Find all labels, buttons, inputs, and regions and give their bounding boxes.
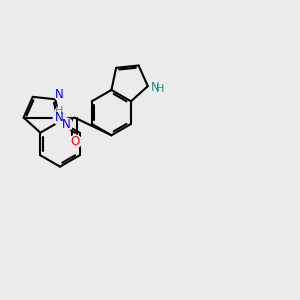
Text: N: N xyxy=(55,88,64,101)
Text: H: H xyxy=(156,84,164,94)
Text: O: O xyxy=(70,135,79,148)
Text: N: N xyxy=(151,81,159,94)
Text: N: N xyxy=(55,111,64,124)
Text: N: N xyxy=(62,118,70,130)
Text: H: H xyxy=(55,106,63,116)
